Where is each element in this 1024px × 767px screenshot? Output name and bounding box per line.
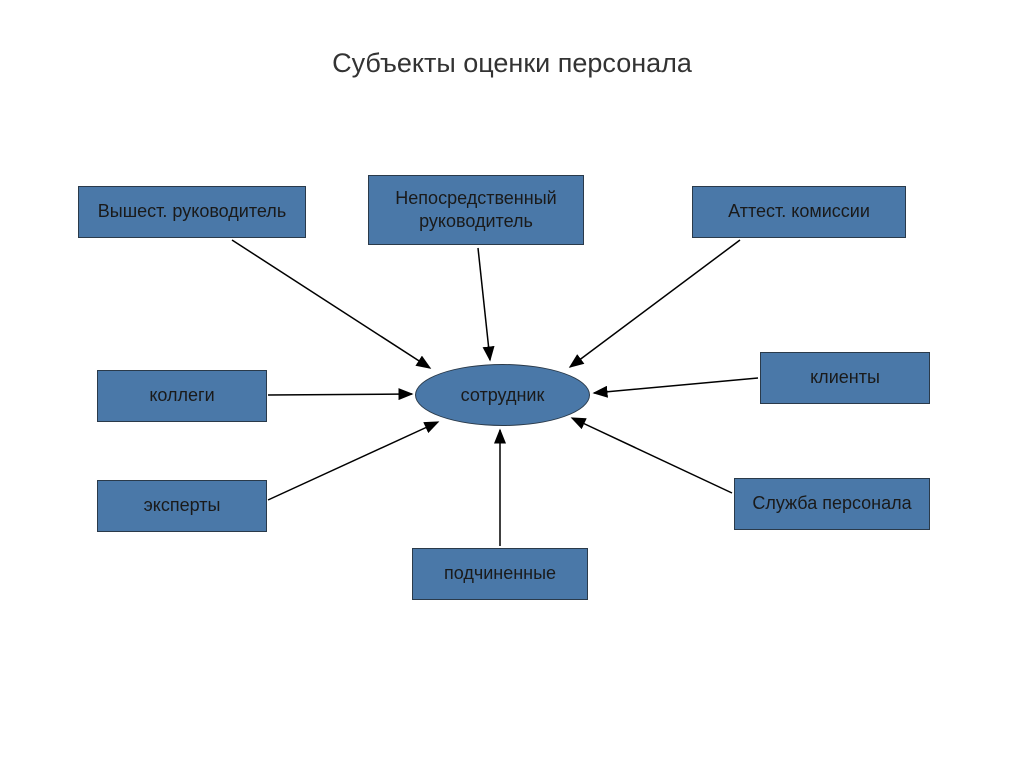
edge-box-clients: [594, 378, 758, 393]
box-hr: Служба персонала: [734, 478, 930, 530]
box-committee: Аттест. комиссии: [692, 186, 906, 238]
diagram-title: Субъекты оценки персонала: [332, 48, 692, 79]
box-direct-manager: Непосредственный руководитель: [368, 175, 584, 245]
box-colleagues: коллеги: [97, 370, 267, 422]
center-employee: сотрудник: [415, 364, 590, 426]
edge-box-experts: [268, 422, 438, 500]
edge-box-colleagues: [268, 394, 412, 395]
edge-box-hr: [572, 418, 732, 493]
box-superior: Вышест. руководитель: [78, 186, 306, 238]
edge-box-direct-manager: [478, 248, 490, 360]
edge-box-superior: [232, 240, 430, 368]
box-experts: эксперты: [97, 480, 267, 532]
edge-box-committee: [570, 240, 740, 367]
box-subordinates: подчиненные: [412, 548, 588, 600]
box-clients: клиенты: [760, 352, 930, 404]
